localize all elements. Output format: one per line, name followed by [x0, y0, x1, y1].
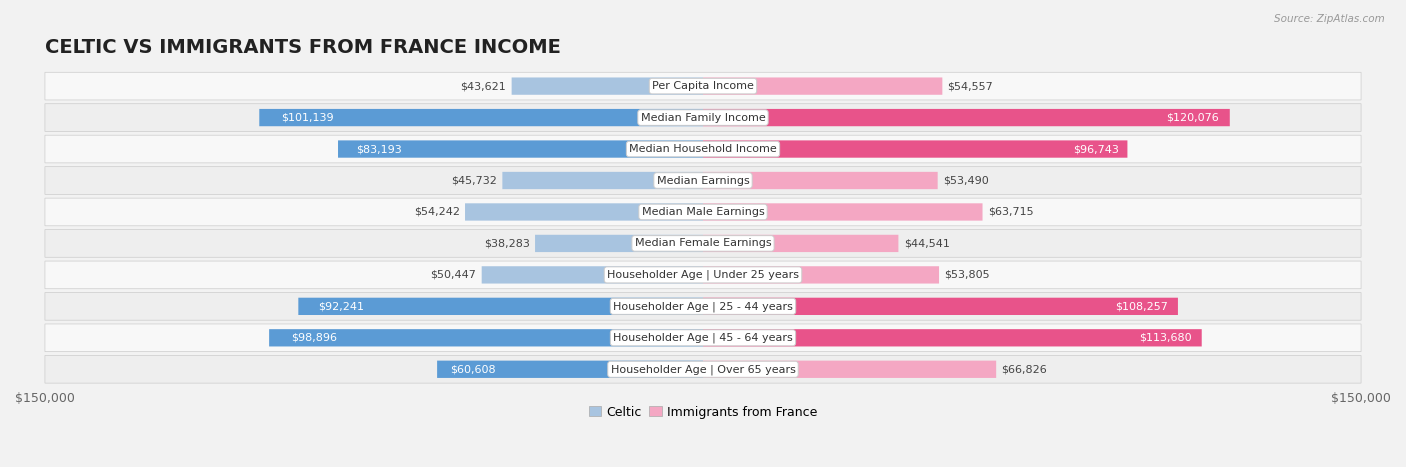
- FancyBboxPatch shape: [45, 135, 1361, 163]
- FancyBboxPatch shape: [703, 78, 942, 95]
- FancyBboxPatch shape: [45, 104, 1361, 131]
- FancyBboxPatch shape: [45, 230, 1361, 257]
- FancyBboxPatch shape: [437, 361, 703, 378]
- FancyBboxPatch shape: [45, 72, 1361, 100]
- Text: Median Family Income: Median Family Income: [641, 113, 765, 122]
- FancyBboxPatch shape: [502, 172, 703, 189]
- FancyBboxPatch shape: [45, 261, 1361, 289]
- FancyBboxPatch shape: [703, 203, 983, 220]
- Text: $53,490: $53,490: [943, 176, 988, 185]
- Text: $54,557: $54,557: [948, 81, 994, 91]
- Text: $43,621: $43,621: [461, 81, 506, 91]
- Text: Median Female Earnings: Median Female Earnings: [634, 239, 772, 248]
- FancyBboxPatch shape: [337, 141, 703, 158]
- Text: $44,541: $44,541: [904, 239, 949, 248]
- FancyBboxPatch shape: [482, 266, 703, 283]
- Text: Householder Age | 25 - 44 years: Householder Age | 25 - 44 years: [613, 301, 793, 311]
- Text: $108,257: $108,257: [1115, 301, 1168, 311]
- FancyBboxPatch shape: [298, 297, 703, 315]
- FancyBboxPatch shape: [45, 355, 1361, 383]
- Text: $54,242: $54,242: [413, 207, 460, 217]
- FancyBboxPatch shape: [703, 235, 898, 252]
- Text: $120,076: $120,076: [1167, 113, 1219, 122]
- Text: $92,241: $92,241: [319, 301, 364, 311]
- Text: $101,139: $101,139: [281, 113, 335, 122]
- Text: Source: ZipAtlas.com: Source: ZipAtlas.com: [1274, 14, 1385, 24]
- Text: Median Household Income: Median Household Income: [628, 144, 778, 154]
- FancyBboxPatch shape: [45, 167, 1361, 194]
- FancyBboxPatch shape: [703, 329, 1202, 347]
- FancyBboxPatch shape: [512, 78, 703, 95]
- Text: $60,608: $60,608: [450, 364, 496, 374]
- FancyBboxPatch shape: [536, 235, 703, 252]
- FancyBboxPatch shape: [703, 109, 1230, 126]
- FancyBboxPatch shape: [45, 292, 1361, 320]
- FancyBboxPatch shape: [269, 329, 703, 347]
- FancyBboxPatch shape: [703, 361, 997, 378]
- Text: CELTIC VS IMMIGRANTS FROM FRANCE INCOME: CELTIC VS IMMIGRANTS FROM FRANCE INCOME: [45, 38, 561, 57]
- Legend: Celtic, Immigrants from France: Celtic, Immigrants from France: [583, 401, 823, 424]
- FancyBboxPatch shape: [703, 141, 1128, 158]
- FancyBboxPatch shape: [45, 324, 1361, 352]
- FancyBboxPatch shape: [703, 172, 938, 189]
- Text: $98,896: $98,896: [291, 333, 337, 343]
- Text: $53,805: $53,805: [945, 270, 990, 280]
- Text: $63,715: $63,715: [988, 207, 1033, 217]
- Text: $66,826: $66,826: [1001, 364, 1047, 374]
- Text: $45,732: $45,732: [451, 176, 498, 185]
- Text: $50,447: $50,447: [430, 270, 477, 280]
- Text: Householder Age | 45 - 64 years: Householder Age | 45 - 64 years: [613, 333, 793, 343]
- FancyBboxPatch shape: [703, 297, 1178, 315]
- Text: Householder Age | Under 25 years: Householder Age | Under 25 years: [607, 269, 799, 280]
- Text: $96,743: $96,743: [1073, 144, 1119, 154]
- FancyBboxPatch shape: [259, 109, 703, 126]
- Text: Median Earnings: Median Earnings: [657, 176, 749, 185]
- Text: Per Capita Income: Per Capita Income: [652, 81, 754, 91]
- FancyBboxPatch shape: [703, 266, 939, 283]
- Text: $38,283: $38,283: [484, 239, 530, 248]
- FancyBboxPatch shape: [465, 203, 703, 220]
- FancyBboxPatch shape: [45, 198, 1361, 226]
- Text: $83,193: $83,193: [356, 144, 402, 154]
- Text: Median Male Earnings: Median Male Earnings: [641, 207, 765, 217]
- Text: Householder Age | Over 65 years: Householder Age | Over 65 years: [610, 364, 796, 375]
- Text: $113,680: $113,680: [1139, 333, 1192, 343]
